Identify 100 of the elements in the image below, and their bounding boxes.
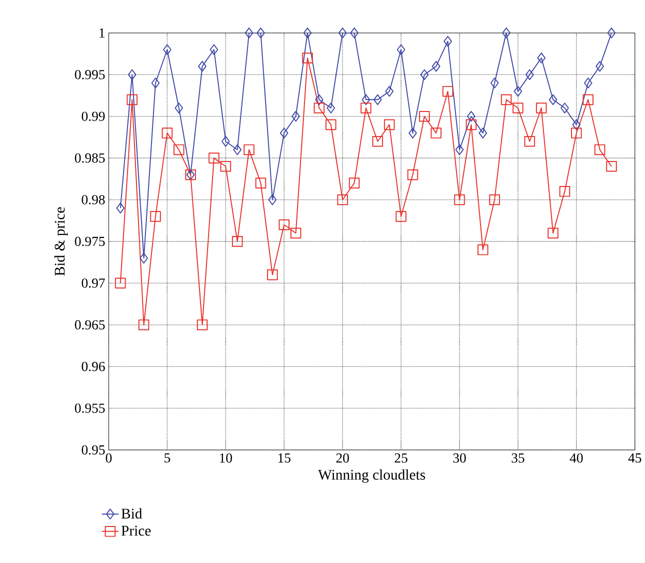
- point: [442, 86, 454, 97]
- point: [571, 128, 582, 139]
- x-tick-label: 20: [336, 454, 349, 463]
- point: [326, 120, 336, 130]
- point: [255, 178, 266, 189]
- x-tick-label: 25: [394, 454, 408, 463]
- point: [220, 161, 232, 172]
- point: [420, 70, 429, 80]
- point: [302, 52, 313, 64]
- point: [502, 28, 510, 39]
- point: [292, 111, 300, 122]
- point: [138, 320, 150, 330]
- point: [596, 61, 604, 72]
- point: [559, 186, 570, 198]
- point: [396, 44, 406, 56]
- point: [198, 61, 206, 72]
- point: [396, 211, 406, 222]
- x-tick-label: 10: [220, 454, 232, 463]
- point: [350, 28, 358, 39]
- y-tick-label: 0.965: [74, 320, 105, 330]
- y-tick-label: 0.955: [74, 404, 105, 414]
- point: [455, 144, 464, 156]
- point: [115, 278, 126, 289]
- point: [477, 244, 488, 256]
- point: [372, 136, 384, 147]
- y-tick-label: 0.99: [82, 112, 105, 122]
- point: [606, 161, 617, 172]
- y-tick-label: 0.97: [82, 278, 105, 288]
- point: [490, 78, 499, 89]
- point: [338, 28, 347, 39]
- x-tick-label: 15: [278, 454, 290, 463]
- point: [221, 136, 230, 147]
- point: [467, 111, 476, 122]
- y-tick-label: 0.975: [74, 237, 105, 246]
- point: [489, 194, 500, 206]
- point: [232, 236, 243, 248]
- y-tick-label: 0.96: [82, 362, 105, 372]
- point: [174, 102, 184, 114]
- point: [536, 102, 547, 114]
- point: [500, 94, 512, 106]
- point: [362, 94, 370, 106]
- point: [174, 144, 184, 156]
- point: [432, 61, 440, 72]
- x-tick-label: 5: [164, 454, 170, 463]
- point: [572, 120, 581, 130]
- point: [196, 320, 208, 330]
- point: [548, 94, 558, 106]
- point: [303, 28, 312, 39]
- point: [128, 70, 136, 80]
- point: [560, 102, 569, 114]
- point: [548, 228, 558, 239]
- point: [151, 78, 160, 89]
- point: [444, 36, 452, 47]
- x-tick-label: 45: [628, 454, 642, 463]
- point: [478, 128, 488, 139]
- point: [162, 128, 173, 139]
- point: [267, 270, 278, 280]
- point: [373, 94, 382, 106]
- point: [582, 94, 594, 106]
- point: [419, 111, 430, 122]
- point: [525, 70, 534, 80]
- x-tick-label: 30: [453, 454, 466, 463]
- point: [384, 120, 395, 130]
- point: [337, 194, 348, 206]
- point: [268, 194, 277, 206]
- point: [280, 128, 288, 139]
- point: [256, 28, 265, 39]
- y-tick-label: 0.995: [74, 70, 105, 80]
- y-axis-title: Bid & price: [54, 207, 68, 276]
- point: [466, 120, 477, 130]
- point: [126, 94, 138, 106]
- legend-label: Bid: [121, 508, 142, 519]
- point: [163, 44, 172, 56]
- point: [454, 194, 465, 206]
- point: [116, 202, 125, 214]
- point: [150, 211, 161, 222]
- point: [278, 220, 290, 230]
- point: [315, 94, 324, 106]
- point: [360, 102, 372, 114]
- point: [244, 28, 254, 39]
- point: [348, 178, 360, 189]
- point: [594, 144, 606, 156]
- x-axis-title: Winning cloudlets: [318, 470, 426, 483]
- point: [514, 86, 522, 97]
- point: [524, 136, 536, 147]
- point: [208, 152, 220, 164]
- y-tick-label: 0.985: [74, 154, 105, 163]
- point: [584, 78, 592, 89]
- x-tick-label: 40: [570, 454, 583, 463]
- point: [244, 144, 254, 156]
- point: [210, 44, 218, 56]
- point: [537, 52, 546, 64]
- point: [512, 102, 524, 114]
- point: [290, 228, 302, 239]
- y-tick-label: 1: [100, 28, 104, 38]
- point: [430, 128, 442, 139]
- point: [607, 28, 616, 39]
- point: [408, 128, 417, 139]
- y-tick-label: 0.98: [82, 195, 105, 205]
- point: [385, 86, 394, 97]
